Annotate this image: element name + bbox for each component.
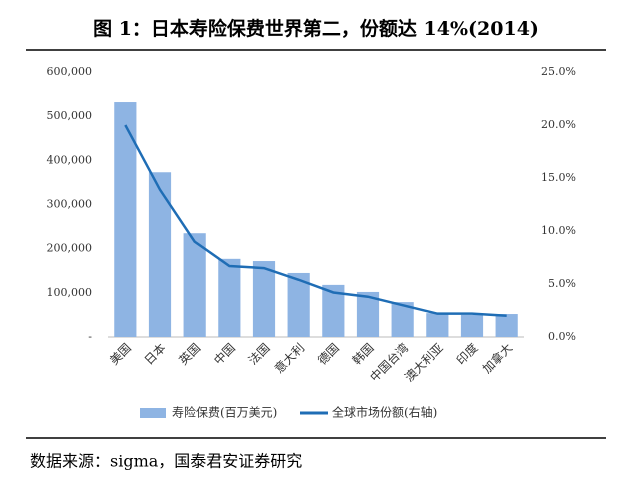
x-tick-label: 澳大利亚 xyxy=(402,341,446,385)
legend-label: 全球市场份额(右轴) xyxy=(332,405,437,420)
bar xyxy=(426,313,449,337)
x-tick-label: 英国 xyxy=(176,341,203,368)
x-tick-label: 中国 xyxy=(210,340,238,368)
x-tick-label: 德国 xyxy=(314,340,342,368)
y-tick-label: 600,000 xyxy=(47,65,93,78)
source-note: 数据来源：sigma，国泰君安证券研究 xyxy=(30,452,302,471)
legend-swatch xyxy=(140,408,166,418)
bar xyxy=(322,284,345,337)
bar xyxy=(495,314,518,337)
y2-tick-label: 10.0% xyxy=(541,224,576,237)
y2-tick-label: 20.0% xyxy=(541,118,576,131)
y2-tick-label: 0.0% xyxy=(548,330,576,343)
bar xyxy=(356,291,380,337)
bar xyxy=(391,302,414,337)
bar xyxy=(114,102,137,338)
y2-tick-label: 5.0% xyxy=(548,277,576,290)
bar xyxy=(287,272,310,337)
y-tick-label: 100,000 xyxy=(47,286,93,299)
chart-title: 图 1：日本寿险保费世界第二，份额达 14%(2014) xyxy=(93,17,539,40)
bar xyxy=(218,258,241,337)
y-tick-label: - xyxy=(88,330,92,343)
line xyxy=(124,124,507,318)
y-tick-label: 300,000 xyxy=(47,198,93,211)
bar xyxy=(252,261,276,337)
x-tick-label: 意大利 xyxy=(271,340,307,376)
bar xyxy=(460,314,484,337)
y2-tick-label: 15.0% xyxy=(541,171,576,184)
bar xyxy=(183,233,206,337)
legend-label: 寿险保费(百万美元) xyxy=(172,405,277,420)
x-tick-label: 美国 xyxy=(107,341,134,368)
y-tick-label: 200,000 xyxy=(47,242,93,255)
x-tick-label: 法国 xyxy=(246,341,273,368)
x-tick-label: 日本 xyxy=(142,341,169,368)
x-tick-label: 韩国 xyxy=(349,340,377,368)
y2-tick-label: 25.0% xyxy=(541,65,576,78)
x-tick-label: 加拿大 xyxy=(479,340,515,376)
y-tick-label: 500,000 xyxy=(47,109,93,122)
y-tick-label: 400,000 xyxy=(47,153,93,166)
x-tick-label: 印度 xyxy=(453,340,481,368)
bar xyxy=(148,172,172,337)
